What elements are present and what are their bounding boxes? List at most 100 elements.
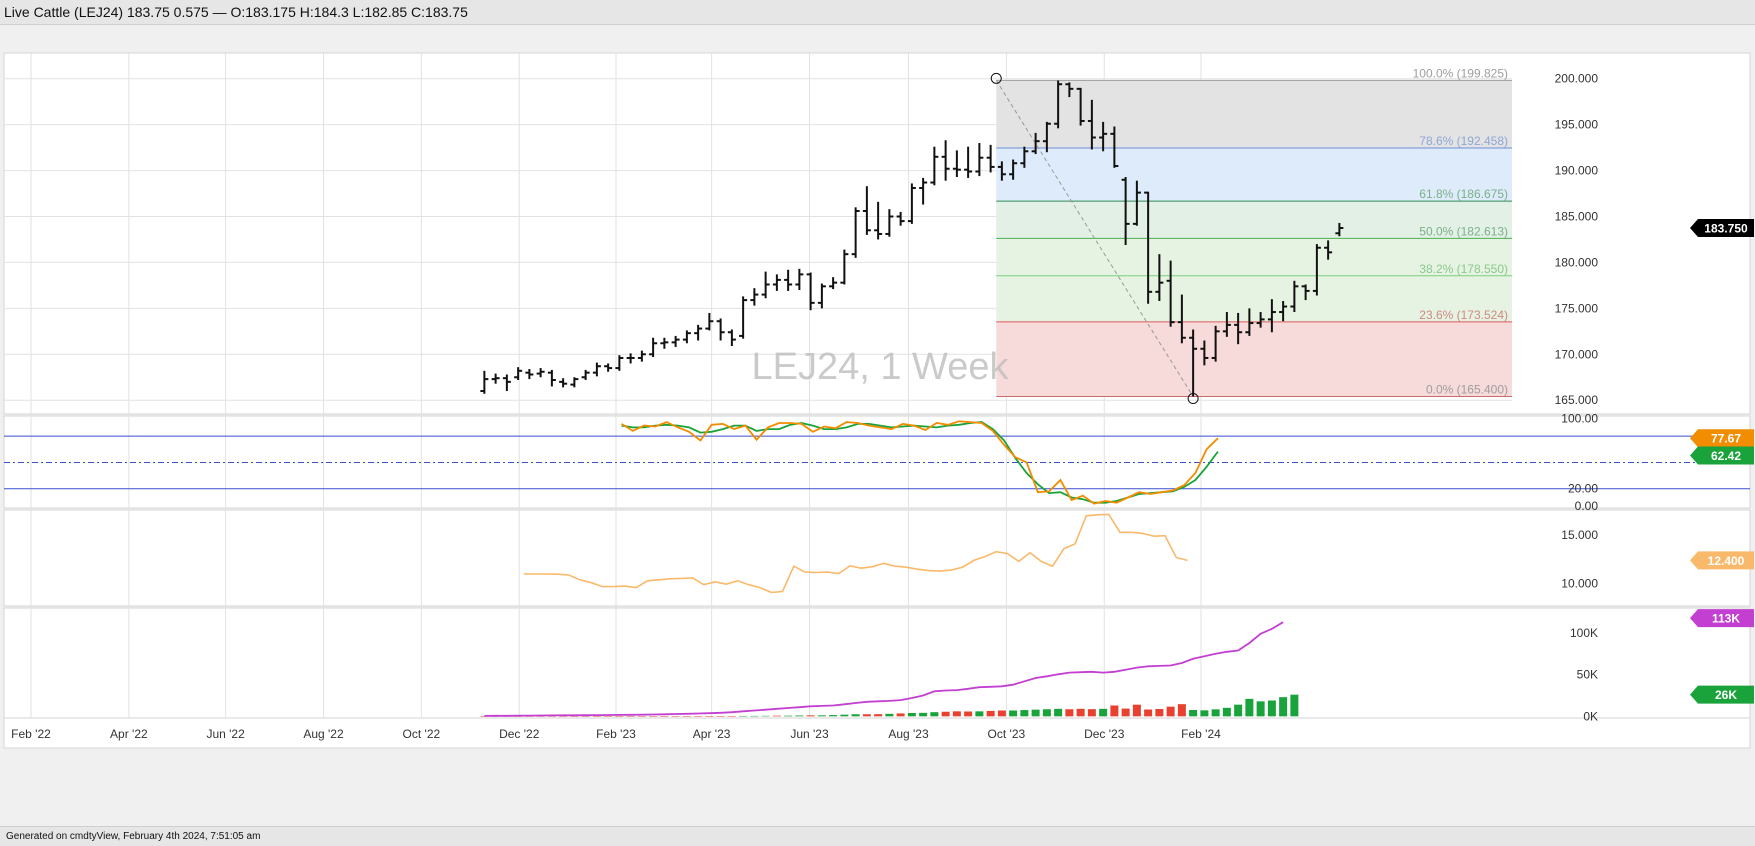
volume-bar [1054,709,1062,717]
volume-bar [942,712,950,717]
footer: Generated on cmdtyView, February 4th 202… [0,826,1755,846]
stochastic-tick-label: 100.00 [1561,412,1598,426]
volume-bar [739,716,747,717]
volume-bar [728,716,736,717]
volume-bar [559,716,567,717]
volume-bar [1099,709,1107,717]
stochastic-d-tag: 62.42 [1690,447,1754,465]
volume-bar [1155,709,1163,716]
x-tick-label: Jun '22 [206,727,245,741]
volume-bar [840,715,848,717]
volume-bar [1043,709,1051,716]
volume-bar [717,716,725,717]
volume-bar [1268,701,1276,717]
volume-bar [1290,695,1298,717]
watermark: LEJ24, 1 Week [751,346,1009,388]
x-tick-label: Jun '23 [790,727,829,741]
volume-tag-label: 26K [1715,688,1737,702]
instrument-title: Live Cattle (LEJ24) 183.75 0.575 — O:183… [0,4,468,20]
volume-bar [773,716,781,717]
volume-bar [649,716,657,717]
price-tick-label: 190.000 [1555,164,1599,178]
x-tick-label: Feb '22 [11,727,51,741]
panel-vol [4,510,1750,606]
fib-level-label: 23.6% (173.524) [1419,308,1508,322]
x-tick-label: Feb '24 [1181,727,1221,741]
volume-bar [1212,709,1220,716]
x-tick-label: Apr '23 [693,727,731,741]
volatility-tag-label: 12.400 [1708,554,1745,568]
volume-bar [1088,709,1096,716]
fib-level-label: 100.0% (199.825) [1413,66,1508,80]
fib-level-label: 50.0% (182.613) [1419,224,1508,238]
volume-bar [1065,709,1073,716]
volume-bar [1257,701,1265,716]
stochastic-tick-label: 20.00 [1568,482,1598,496]
volume-bar [627,716,635,717]
volume-bar [964,712,972,717]
price-tick-label: 165.000 [1555,393,1599,407]
volume-bar [863,714,871,716]
fib-level-label: 61.8% (186.675) [1419,187,1508,201]
x-tick-label: Oct '22 [403,727,441,741]
price-tick-label: 185.000 [1555,210,1599,224]
x-tick-label: Dec '22 [499,727,540,741]
chart-header: Live Cattle (LEJ24) 183.75 0.575 — O:183… [0,0,1755,25]
volume-bar [604,716,612,717]
open-interest-tag-label: 113K [1712,612,1740,626]
fib-level-label: 0.0% (165.400) [1426,383,1508,397]
volume-bar [829,715,837,716]
volume-bar [908,713,916,716]
volume-bar [750,716,758,717]
volume-bar [1009,711,1017,717]
footer-text: Generated on cmdtyView, February 4th 202… [0,831,260,842]
volume-bar [672,716,680,717]
volume-bar [818,715,826,716]
volume-bar [1032,710,1040,717]
volume-bar [1245,699,1253,717]
volume-bar [987,711,995,716]
volume-bar [762,716,770,717]
volume-bar [582,716,590,717]
last-price-tag-label: 183.750 [1704,221,1748,235]
fibonacci-retracement[interactable]: 100.0% (199.825) 78.6% (192.458) 61.8% (18… [991,66,1512,403]
x-tick-label: Oct '23 [988,727,1026,741]
volume-bar [694,716,702,717]
chart-canvas[interactable]: 100.0% (199.825) 78.6% (192.458) 61.8% (18… [0,26,1755,825]
volume-bar [1144,710,1152,717]
price-tick-label: 175.000 [1555,301,1599,315]
volume-bar [1077,709,1085,717]
price-tick-label: 180.000 [1555,255,1599,269]
open-interest-tag: 113K [1690,609,1754,627]
volatility-tick-label: 15.000 [1561,528,1598,542]
volume-bar [1223,708,1231,717]
volume-bar [615,716,623,717]
x-tick-label: Aug '22 [303,727,344,741]
stochastic-tick-label: 0.00 [1575,499,1599,513]
volume-bar [930,712,938,716]
volume-bar [784,716,792,717]
volume-bar [593,716,601,717]
volume-bar [1178,704,1186,716]
stochastic-k-tag: 77.67 [1690,429,1754,447]
stochastic-k-tag-label: 77.67 [1711,432,1741,446]
price-tick-label: 170.000 [1555,347,1599,361]
volume-bar [874,714,882,716]
volume-bar [705,716,713,717]
fib-level-label: 38.2% (178.550) [1419,262,1508,276]
volume-bar [919,713,927,717]
volume-bar [852,714,860,716]
volume-bar [683,716,691,717]
x-tick-label: Aug '23 [888,727,929,741]
volume-tick-label: 100K [1570,626,1598,640]
volume-bar [953,711,961,716]
volatility-tick-label: 10.000 [1561,577,1598,591]
volume-bar [1189,710,1197,716]
price-tick-label: 200.000 [1555,72,1599,86]
volume-bar [1200,710,1208,716]
stochastic-d-tag-label: 62.42 [1711,449,1741,463]
x-tick-label: Apr '22 [110,727,148,741]
volume-bar [638,716,646,717]
time-axis-panel [4,718,1750,748]
